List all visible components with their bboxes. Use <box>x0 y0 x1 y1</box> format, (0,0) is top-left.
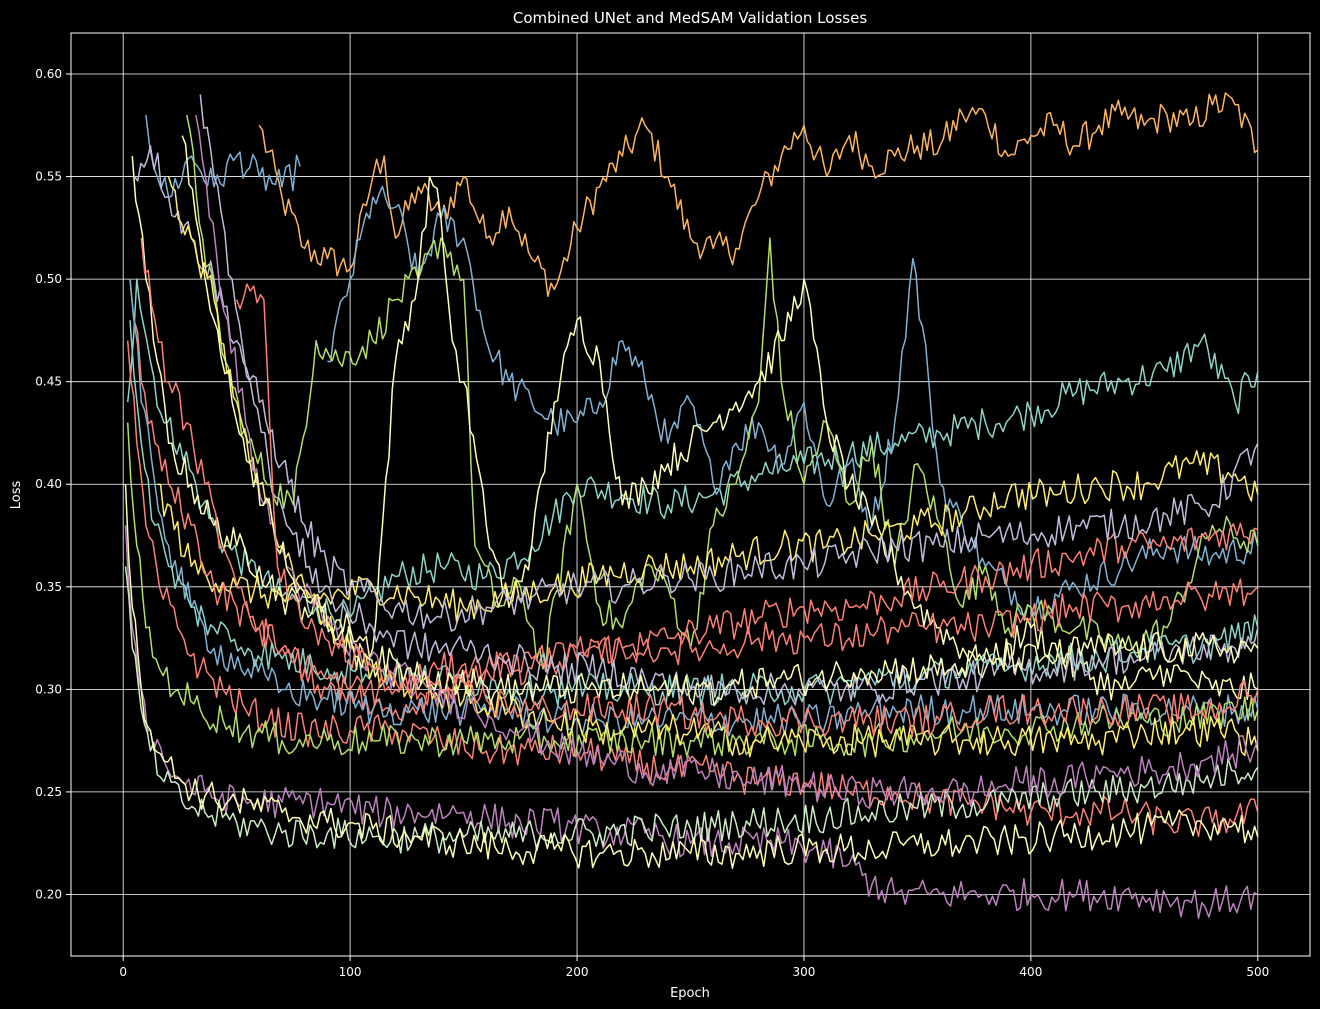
series-line-14 <box>129 320 1259 707</box>
y-tick-label: 0.45 <box>35 375 62 389</box>
series-line-12 <box>124 484 1259 870</box>
y-axis-label: Loss <box>9 481 24 510</box>
series-line-4 <box>185 114 1259 670</box>
y-tick-label: 0.50 <box>35 272 62 286</box>
series-line-11 <box>124 566 1259 854</box>
series-line-8 <box>133 145 1259 632</box>
series-line-10 <box>124 525 1259 919</box>
x-axis-label: Epoch <box>670 986 710 1001</box>
y-axis-ticks: 0.20 0.25 0.30 0.35 0.40 0.45 0.50 0.55 0.60 <box>35 67 71 901</box>
series-lines <box>124 92 1259 919</box>
y-tick-label: 0.30 <box>35 682 62 696</box>
y-tick-label: 0.55 <box>35 170 62 184</box>
x-tick-label: 200 <box>566 965 589 979</box>
series-line-15 <box>126 422 1259 758</box>
series-line-2 <box>145 114 301 198</box>
series-line-1 <box>126 278 1259 631</box>
x-axis-ticks: 0 100 200 300 400 500 <box>119 956 1269 979</box>
series-line-6 <box>157 450 1259 623</box>
plot-frame <box>70 32 1311 957</box>
y-tick-label: 0.60 <box>35 67 62 81</box>
x-tick-label: 100 <box>339 965 362 979</box>
y-tick-label: 0.35 <box>35 580 62 594</box>
y-tick-label: 0.40 <box>35 477 62 491</box>
series-line-19 <box>195 114 1259 810</box>
x-tick-label: 300 <box>793 965 816 979</box>
series-line-3 <box>327 185 1259 620</box>
chart-title: Combined UNet and MedSAM Validation Loss… <box>513 9 867 27</box>
y-tick-label: 0.20 <box>35 887 62 901</box>
y-tick-label: 0.25 <box>35 785 62 799</box>
series-line-21 <box>235 283 1259 738</box>
x-tick-label: 500 <box>1246 965 1269 979</box>
x-tick-label: 400 <box>1019 965 1042 979</box>
x-tick-label: 0 <box>119 965 127 979</box>
series-line-17 <box>140 238 1259 706</box>
series-line-18 <box>199 94 1259 706</box>
series-line-20 <box>181 135 1259 707</box>
